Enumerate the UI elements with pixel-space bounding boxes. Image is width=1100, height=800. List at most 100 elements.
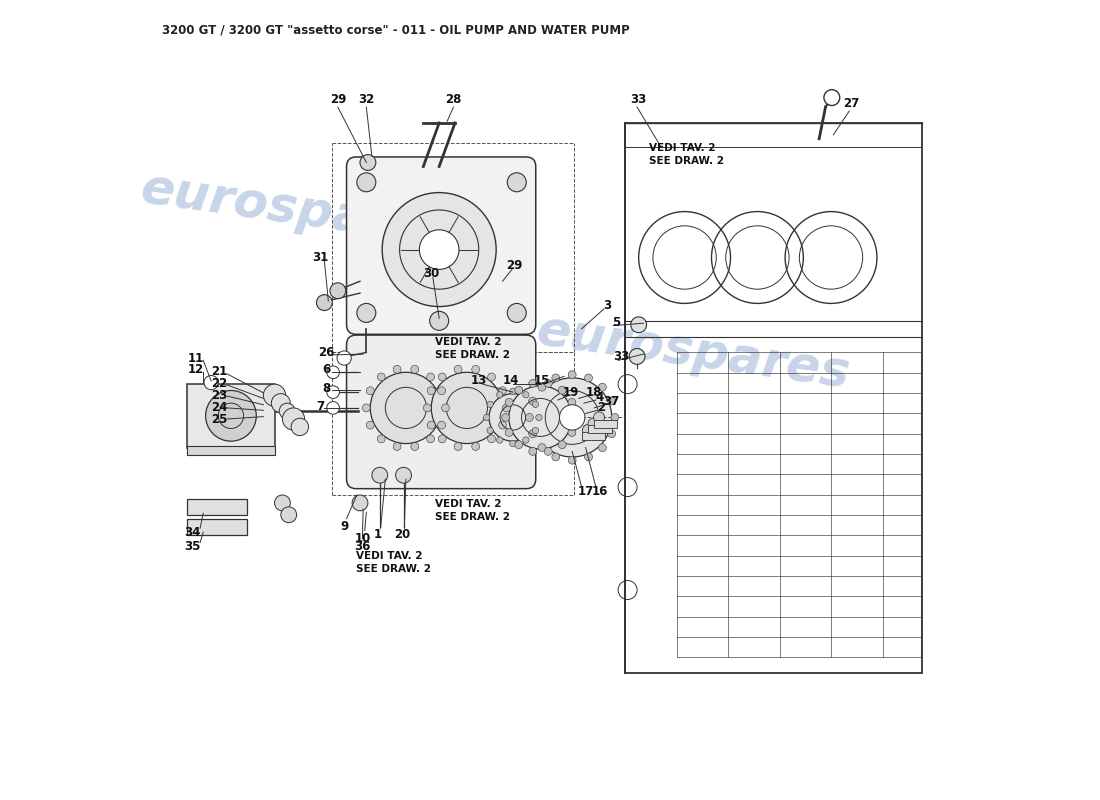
Text: 29: 29 [330,93,346,106]
Circle shape [544,379,552,387]
Circle shape [360,154,376,170]
Circle shape [366,386,374,394]
Circle shape [327,402,340,414]
Circle shape [529,397,537,405]
Circle shape [393,442,402,450]
Circle shape [503,404,510,412]
Circle shape [327,386,340,398]
Text: 16: 16 [592,485,608,498]
Circle shape [427,373,434,381]
Circle shape [529,379,537,387]
Circle shape [372,467,387,483]
Circle shape [544,447,552,455]
Text: 17: 17 [578,485,594,498]
Circle shape [509,386,572,449]
Text: 24: 24 [211,401,228,414]
Circle shape [532,401,539,407]
Circle shape [330,283,345,298]
Circle shape [526,414,534,422]
Text: 29: 29 [506,259,522,272]
Text: 22: 22 [211,377,228,390]
Circle shape [610,414,619,422]
Circle shape [522,392,529,398]
Circle shape [424,404,431,412]
Text: 8: 8 [322,382,331,394]
Circle shape [377,435,385,443]
Circle shape [571,414,580,422]
Text: 28: 28 [446,93,462,106]
Circle shape [410,366,419,374]
FancyBboxPatch shape [346,335,536,489]
Text: 9: 9 [340,520,349,533]
Circle shape [552,374,560,382]
Circle shape [560,405,585,430]
Circle shape [317,294,332,310]
Circle shape [427,435,434,443]
Text: 14: 14 [503,374,518,386]
Circle shape [598,444,606,452]
Text: 12: 12 [188,363,205,377]
Circle shape [393,366,402,374]
Circle shape [515,441,522,449]
Circle shape [410,442,419,450]
Circle shape [515,386,522,394]
Circle shape [377,373,385,381]
Text: VEDI TAV. 2
SEE DRAW. 2: VEDI TAV. 2 SEE DRAW. 2 [436,337,510,360]
Text: eurospares: eurospares [532,306,852,398]
Circle shape [327,366,340,378]
Circle shape [630,317,647,333]
Text: 33: 33 [613,350,629,363]
Text: 25: 25 [211,413,228,426]
Circle shape [584,374,593,382]
Circle shape [366,421,374,429]
Circle shape [204,375,218,390]
Circle shape [522,437,529,443]
Circle shape [583,425,594,436]
Circle shape [569,456,576,464]
Circle shape [356,303,376,322]
Text: 15: 15 [534,374,550,386]
Circle shape [283,408,305,430]
Circle shape [382,193,496,306]
Circle shape [472,442,480,450]
Text: VEDI TAV. 2
SEE DRAW. 2: VEDI TAV. 2 SEE DRAW. 2 [356,550,431,574]
Circle shape [487,373,495,381]
Circle shape [559,386,566,394]
Circle shape [569,370,576,378]
Circle shape [490,394,537,441]
Circle shape [502,414,509,422]
Text: 6: 6 [322,363,331,377]
Text: 31: 31 [312,251,329,264]
Text: 20: 20 [394,528,410,541]
FancyBboxPatch shape [346,157,536,334]
Text: 33: 33 [630,93,647,106]
Circle shape [607,430,616,438]
Circle shape [396,467,411,483]
Circle shape [484,414,490,421]
Circle shape [438,435,447,443]
Text: 36: 36 [354,540,371,553]
Circle shape [292,418,308,436]
Bar [187,499,246,514]
Circle shape [538,444,546,452]
Circle shape [272,394,290,413]
Circle shape [552,453,560,461]
Circle shape [419,230,459,270]
Circle shape [629,349,645,364]
Circle shape [529,430,537,438]
Circle shape [427,421,436,429]
Circle shape [568,429,575,437]
Circle shape [438,373,447,381]
Circle shape [507,303,526,322]
Bar [594,420,617,428]
Text: 37: 37 [603,395,619,408]
Circle shape [598,383,606,391]
Text: VEDI TAV. 2
SEE DRAW. 2: VEDI TAV. 2 SEE DRAW. 2 [649,143,724,166]
Circle shape [487,401,493,407]
Circle shape [532,378,612,457]
Circle shape [559,441,566,449]
Circle shape [487,435,495,443]
Text: eurospares: eurospares [136,164,456,256]
Text: 2: 2 [597,402,605,414]
Circle shape [337,351,351,365]
